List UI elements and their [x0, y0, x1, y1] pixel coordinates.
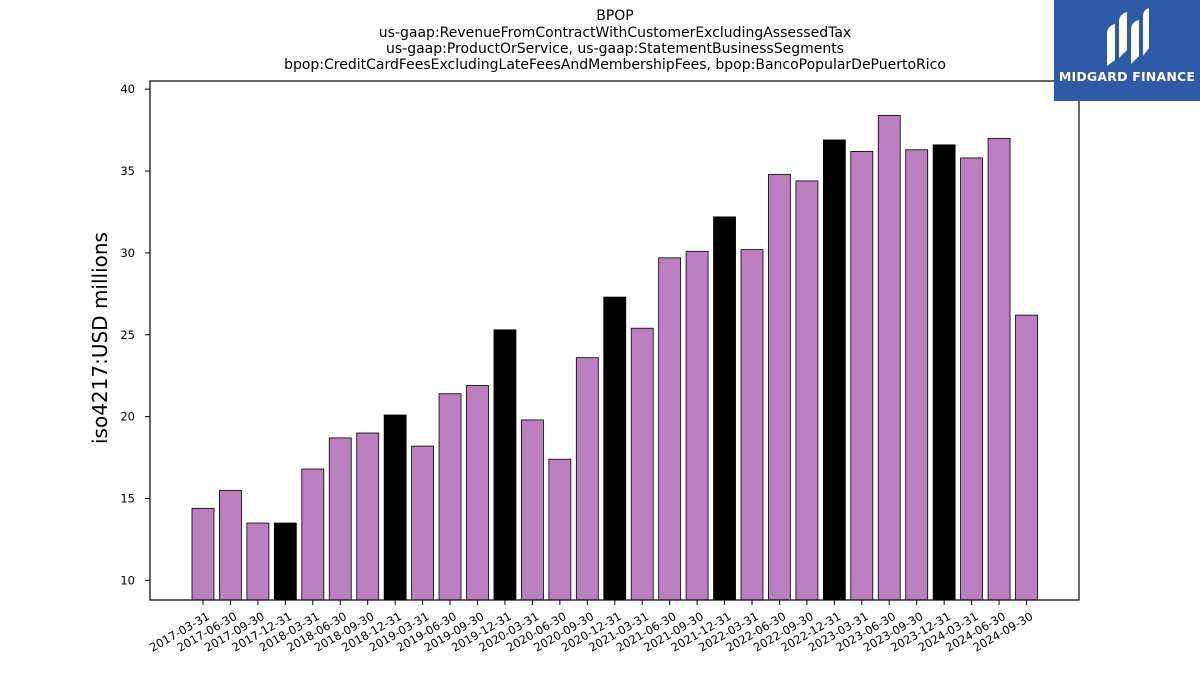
y-tick-label: 25: [120, 328, 135, 342]
bar-2017-03-31: [191, 507, 215, 601]
y-tick-label: 15: [120, 491, 135, 505]
bar-2023-06-30: [877, 114, 901, 601]
y-tick-label: 40: [120, 82, 135, 96]
y-axis-label: iso4217:USD millions: [88, 232, 112, 444]
bar-2019-06-30: [438, 393, 462, 601]
bar-2021-12-31: [713, 216, 736, 601]
bar-2020-03-31: [521, 419, 544, 601]
bar-2017-06-30: [219, 489, 242, 601]
chart-title-line-2: us-gaap:RevenueFromContractWithCustomerE…: [379, 25, 851, 41]
brand-logo-text: MIDGARD FINANCE: [1058, 69, 1196, 84]
bars-group: [191, 114, 1038, 601]
bar-2021-03-31: [630, 327, 654, 601]
bar-2022-06-30: [768, 173, 791, 601]
bar-2021-09-30: [685, 250, 709, 601]
plot-area-frame: [149, 80, 1080, 601]
bar-2024-06-30: [987, 137, 1011, 601]
y-tick-label: 30: [120, 246, 135, 260]
chart-title-line-1: BPOP: [596, 8, 634, 24]
bar-2019-03-31: [411, 445, 435, 601]
bar-2018-06-30: [328, 437, 352, 601]
bar-2024-03-31: [960, 157, 983, 601]
bar-2022-12-31: [822, 139, 846, 601]
y-tick-label: 10: [120, 573, 135, 587]
y-tick-label: 35: [120, 164, 135, 178]
y-axis: 10 15 20 25 30 35 40: [120, 82, 150, 587]
chart-title-line-3: us-gaap:ProductOrService, us-gaap:Statem…: [386, 41, 844, 57]
bar-2019-09-30: [466, 385, 489, 601]
bar-2023-09-30: [905, 149, 929, 601]
y-tick-label: 20: [120, 410, 135, 424]
bar-2017-12-31: [273, 522, 297, 601]
bar-2022-03-31: [740, 249, 764, 601]
bar-2020-09-30: [575, 357, 599, 601]
bar-2023-12-31: [932, 144, 956, 601]
bar-2019-12-31: [493, 329, 517, 601]
bar-2020-06-30: [548, 458, 572, 601]
bar-2018-09-30: [356, 432, 380, 601]
chart-title: BPOP us-gaap:RevenueFromContractWithCust…: [284, 8, 946, 73]
bar-2018-12-31: [383, 414, 407, 601]
bar-2024-09-30: [1015, 314, 1038, 601]
bar-2017-09-30: [246, 522, 270, 601]
chart-title-line-4: bpop:CreditCardFeesExcludingLateFeesAndM…: [284, 57, 946, 73]
brand-logo: MIDGARD FINANCE: [1054, 0, 1200, 101]
bar-2022-09-30: [795, 180, 819, 601]
bar-2020-12-31: [603, 296, 627, 601]
bar-2018-03-31: [301, 468, 325, 601]
bar-2021-06-30: [658, 257, 682, 601]
bar-2023-03-31: [850, 150, 874, 601]
midgard-logo-mark-icon: [1107, 8, 1149, 66]
x-axis: 2017-03-312017-06-302017-09-302017-12-31…: [147, 600, 1035, 655]
